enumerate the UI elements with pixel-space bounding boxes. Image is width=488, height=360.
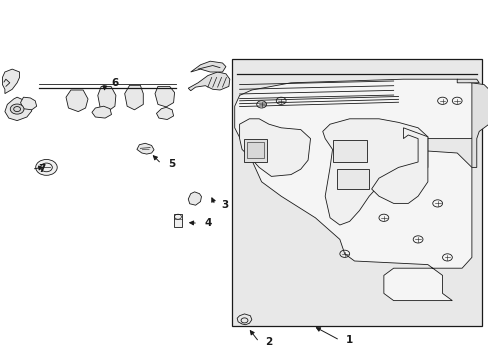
Polygon shape [137, 143, 154, 154]
Text: 3: 3 [221, 200, 228, 210]
Text: 2: 2 [265, 337, 272, 347]
Text: 6: 6 [111, 78, 119, 88]
Polygon shape [155, 86, 174, 107]
Text: 7: 7 [38, 164, 45, 174]
Polygon shape [188, 192, 201, 205]
Polygon shape [456, 79, 478, 83]
Circle shape [36, 159, 57, 175]
Polygon shape [66, 90, 88, 112]
Bar [173, 214, 182, 227]
Polygon shape [156, 107, 173, 120]
Polygon shape [322, 119, 427, 225]
Polygon shape [239, 119, 310, 176]
Polygon shape [234, 79, 476, 301]
Bar [337, 169, 368, 189]
Text: 5: 5 [167, 159, 175, 169]
Bar [332, 140, 366, 162]
Bar [232, 59, 481, 326]
Polygon shape [371, 128, 427, 203]
Polygon shape [188, 72, 229, 91]
Text: 4: 4 [204, 218, 211, 228]
Polygon shape [471, 83, 488, 167]
Polygon shape [98, 86, 116, 112]
Polygon shape [124, 85, 143, 110]
Polygon shape [237, 314, 251, 325]
Bar [246, 142, 264, 158]
Text: 1: 1 [346, 335, 353, 345]
Circle shape [10, 104, 24, 114]
Polygon shape [20, 97, 37, 110]
Polygon shape [190, 61, 225, 72]
Polygon shape [5, 97, 32, 121]
Polygon shape [2, 69, 20, 94]
Polygon shape [92, 106, 111, 118]
Bar [244, 139, 266, 162]
